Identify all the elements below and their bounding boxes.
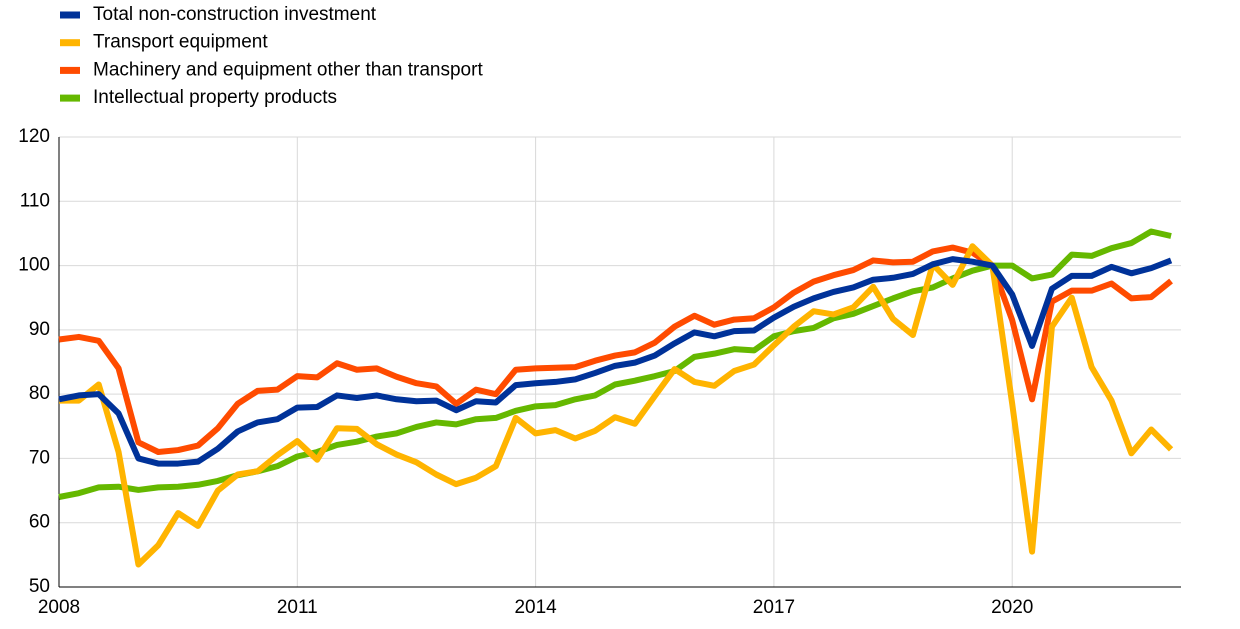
y-tick-label: 110	[20, 190, 50, 211]
y-tick-label: 50	[29, 576, 50, 597]
series-line	[58, 256, 1173, 467]
y-tick-label: 120	[18, 126, 50, 147]
y-tick-label: 70	[29, 447, 50, 468]
legend-label: Total non-construction investment	[93, 4, 377, 25]
y-tick-label: 90	[29, 319, 50, 340]
legend-label: Machinery and equipment other than trans…	[93, 59, 483, 80]
legend-swatch	[60, 66, 80, 74]
legend-label: Intellectual property products	[93, 87, 337, 108]
y-tick-label: 100	[18, 255, 50, 276]
legend-swatch	[60, 11, 80, 19]
legend-label: Transport equipment	[93, 32, 268, 53]
x-tick-label: 2008	[38, 597, 80, 618]
legend-swatch	[60, 39, 80, 47]
y-tick-label: 60	[29, 512, 50, 533]
x-tick-label: 2017	[753, 597, 795, 618]
series-line	[59, 243, 1174, 568]
x-tick-label: 2014	[514, 597, 557, 618]
x-tick-label: 2011	[277, 597, 318, 618]
y-tick-label: 80	[29, 383, 50, 404]
legend-swatch	[60, 94, 80, 102]
x-tick-label: 2020	[991, 597, 1033, 618]
